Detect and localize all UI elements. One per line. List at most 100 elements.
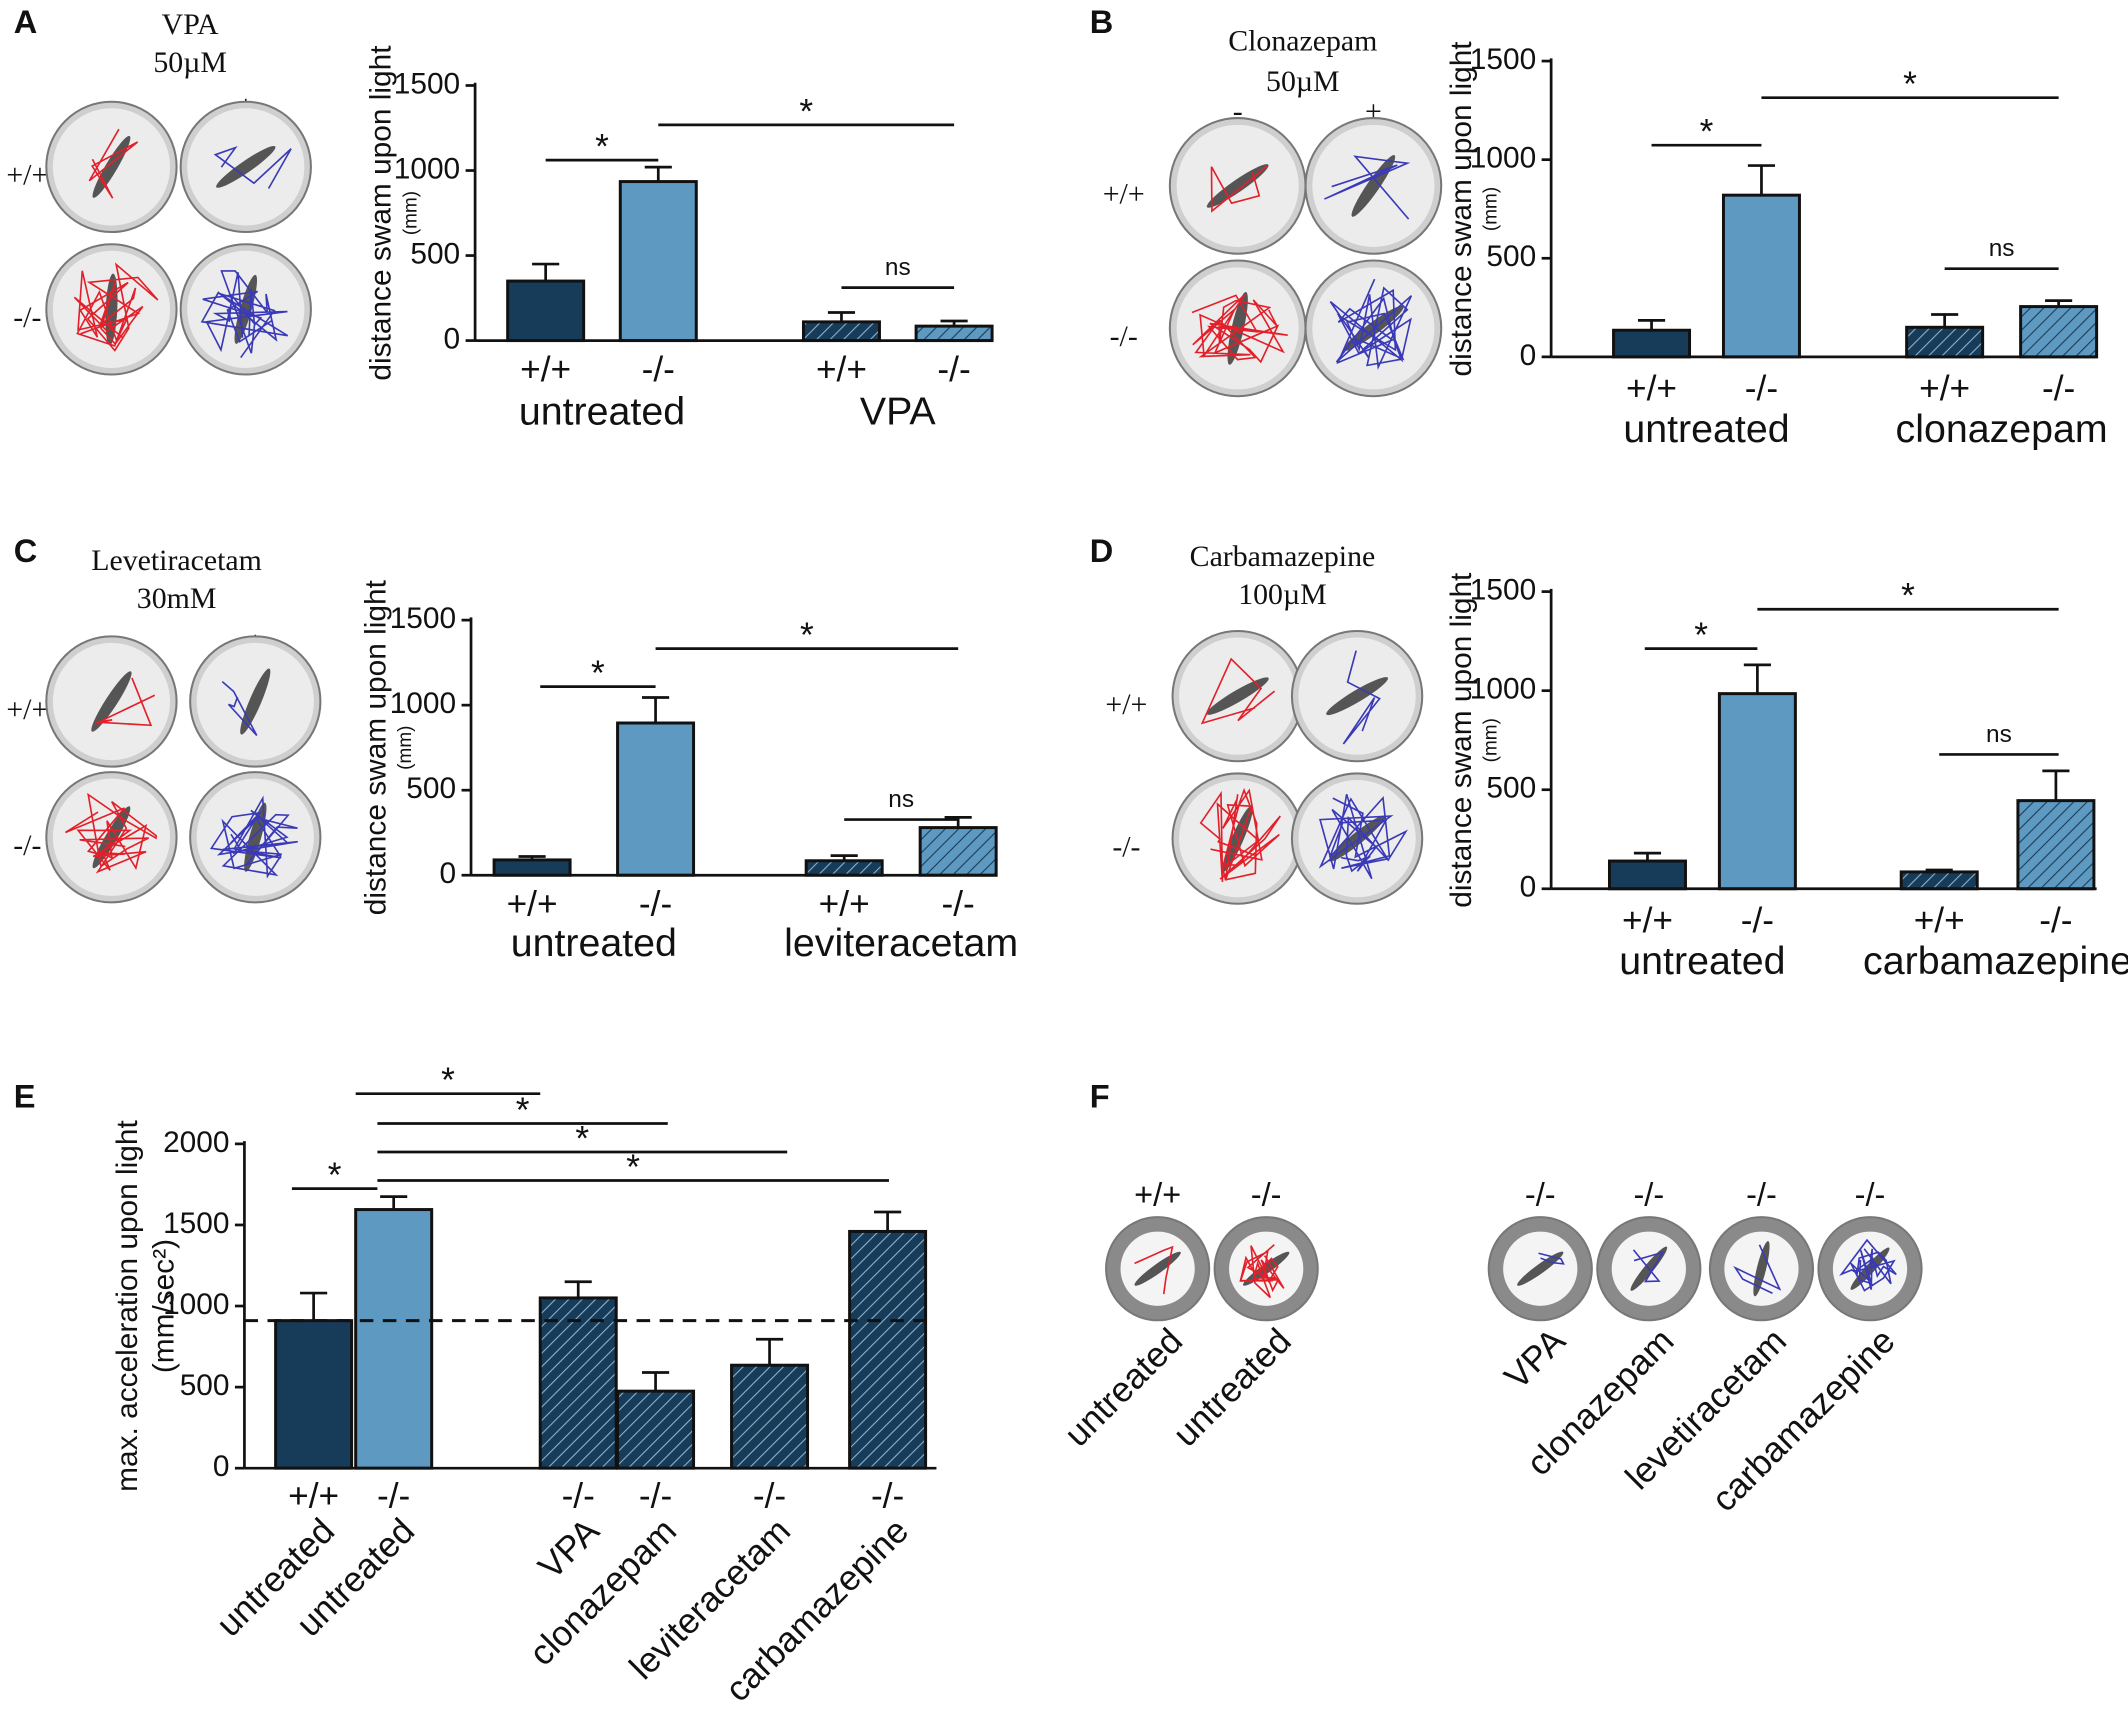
y-tick-label: 500 xyxy=(1486,240,1536,273)
x-tick-label: +/+ xyxy=(520,350,571,389)
y-axis-unit: (mm) xyxy=(1480,187,1501,231)
dose-label: 50µM xyxy=(1266,65,1340,98)
track xyxy=(73,262,159,352)
track xyxy=(1210,165,1268,213)
x-tick-label: +/+ xyxy=(1622,901,1673,940)
panel-letter: B xyxy=(1090,4,1114,40)
treatment-label: VPA xyxy=(1497,1321,1573,1397)
row-label: -/- xyxy=(1110,320,1138,353)
row-label: -/- xyxy=(13,829,41,862)
track xyxy=(1199,787,1281,883)
bar xyxy=(274,1319,354,1470)
track xyxy=(200,270,289,359)
panel-letter: C xyxy=(14,533,38,569)
dose-label: 100µM xyxy=(1238,578,1327,611)
significance-label: * xyxy=(575,1119,589,1158)
drug-label: Clonazepam xyxy=(1228,24,1377,57)
x-tick-label: -/- xyxy=(2042,369,2075,408)
significance-label: * xyxy=(1700,113,1714,152)
x-tick-label: -/- xyxy=(562,1476,595,1515)
track xyxy=(209,795,298,879)
group-label: leviteracetam xyxy=(784,921,1018,965)
row-label: -/- xyxy=(13,301,41,334)
bar xyxy=(804,859,884,877)
genotype-label: -/- xyxy=(1525,1176,1556,1212)
y-tick-label: 500 xyxy=(1486,772,1536,805)
y-tick-label: 500 xyxy=(406,772,456,805)
bar xyxy=(1905,325,1985,359)
y-axis-unit: (mm) xyxy=(400,191,421,235)
panel-letter: D xyxy=(1090,533,1114,569)
panel-letter: F xyxy=(1090,1079,1110,1115)
y-tick-label: 0 xyxy=(444,322,461,355)
significance-label: * xyxy=(1903,65,1917,104)
panel-letter: E xyxy=(14,1079,36,1115)
significance-label: * xyxy=(591,654,605,693)
y-axis-label: distance swam upon light xyxy=(365,45,398,381)
y-axis-label: max. acceleration upon light xyxy=(111,1120,144,1492)
track xyxy=(88,128,139,199)
track xyxy=(1191,293,1288,364)
significance-label: * xyxy=(1901,577,1915,616)
y-tick-label: 0 xyxy=(213,1450,230,1483)
group-label: untreated xyxy=(1619,939,1785,983)
x-tick-label: +/+ xyxy=(819,885,870,924)
y-tick-label: 1500 xyxy=(1470,574,1536,607)
bar xyxy=(1607,859,1687,891)
bar xyxy=(538,1296,618,1470)
column-label: - xyxy=(1233,95,1243,128)
track xyxy=(1200,657,1276,725)
dose-label: 30mM xyxy=(137,582,217,615)
row-label: -/- xyxy=(1112,830,1140,863)
bar xyxy=(1721,193,1801,359)
y-tick-label: 0 xyxy=(439,857,456,890)
row-label: +/+ xyxy=(6,693,48,726)
group-label: clonazepam xyxy=(1896,407,2108,451)
bar xyxy=(354,1208,434,1470)
significance-label: * xyxy=(800,616,814,655)
x-tick-label: -/- xyxy=(639,1476,672,1515)
genotype-label: -/- xyxy=(1633,1176,1664,1212)
larva xyxy=(105,273,118,346)
larva xyxy=(91,671,132,732)
bar xyxy=(848,1229,928,1470)
bar xyxy=(616,721,696,877)
track xyxy=(1134,1245,1174,1295)
y-axis-label: distance swam upon light xyxy=(1445,41,1478,377)
y-tick-label: 1000 xyxy=(1470,142,1536,175)
y-tick-label: 1000 xyxy=(394,152,460,185)
treatment-label: carbamazepine xyxy=(1705,1321,1903,1519)
track xyxy=(1239,1244,1285,1299)
track xyxy=(1733,1244,1782,1295)
bar xyxy=(618,180,698,343)
larva xyxy=(1517,1251,1564,1286)
bar xyxy=(914,324,994,343)
x-tick-label: -/- xyxy=(942,885,975,924)
x-tick-label: +/+ xyxy=(288,1476,339,1515)
bar xyxy=(2019,305,2099,359)
track xyxy=(65,792,158,874)
x-tick-label: +/+ xyxy=(1914,901,1965,940)
x-tick-label: -/- xyxy=(642,350,675,389)
genotype-label: -/- xyxy=(1251,1176,1282,1212)
row-label: +/+ xyxy=(1103,178,1145,211)
x-tick-label: -/- xyxy=(753,1476,786,1515)
track xyxy=(221,680,258,736)
significance-label: ns xyxy=(885,254,911,281)
larva xyxy=(216,145,276,188)
track xyxy=(1632,1249,1665,1283)
bar xyxy=(1612,328,1692,359)
y-tick-label: 0 xyxy=(1520,339,1537,372)
group-label: VPA xyxy=(860,389,937,433)
drug-label: Levetiracetam xyxy=(91,544,262,577)
dose-label: 50µM xyxy=(153,46,227,79)
x-tick-label: -/- xyxy=(871,1476,904,1515)
drug-label: Carbamazepine xyxy=(1190,540,1376,573)
significance-label: ns xyxy=(888,786,914,813)
bar xyxy=(918,826,998,877)
significance-label: * xyxy=(595,128,609,167)
row-label: +/+ xyxy=(6,159,48,192)
track xyxy=(1324,155,1411,220)
x-tick-label: -/- xyxy=(2039,901,2072,940)
track xyxy=(94,677,156,727)
